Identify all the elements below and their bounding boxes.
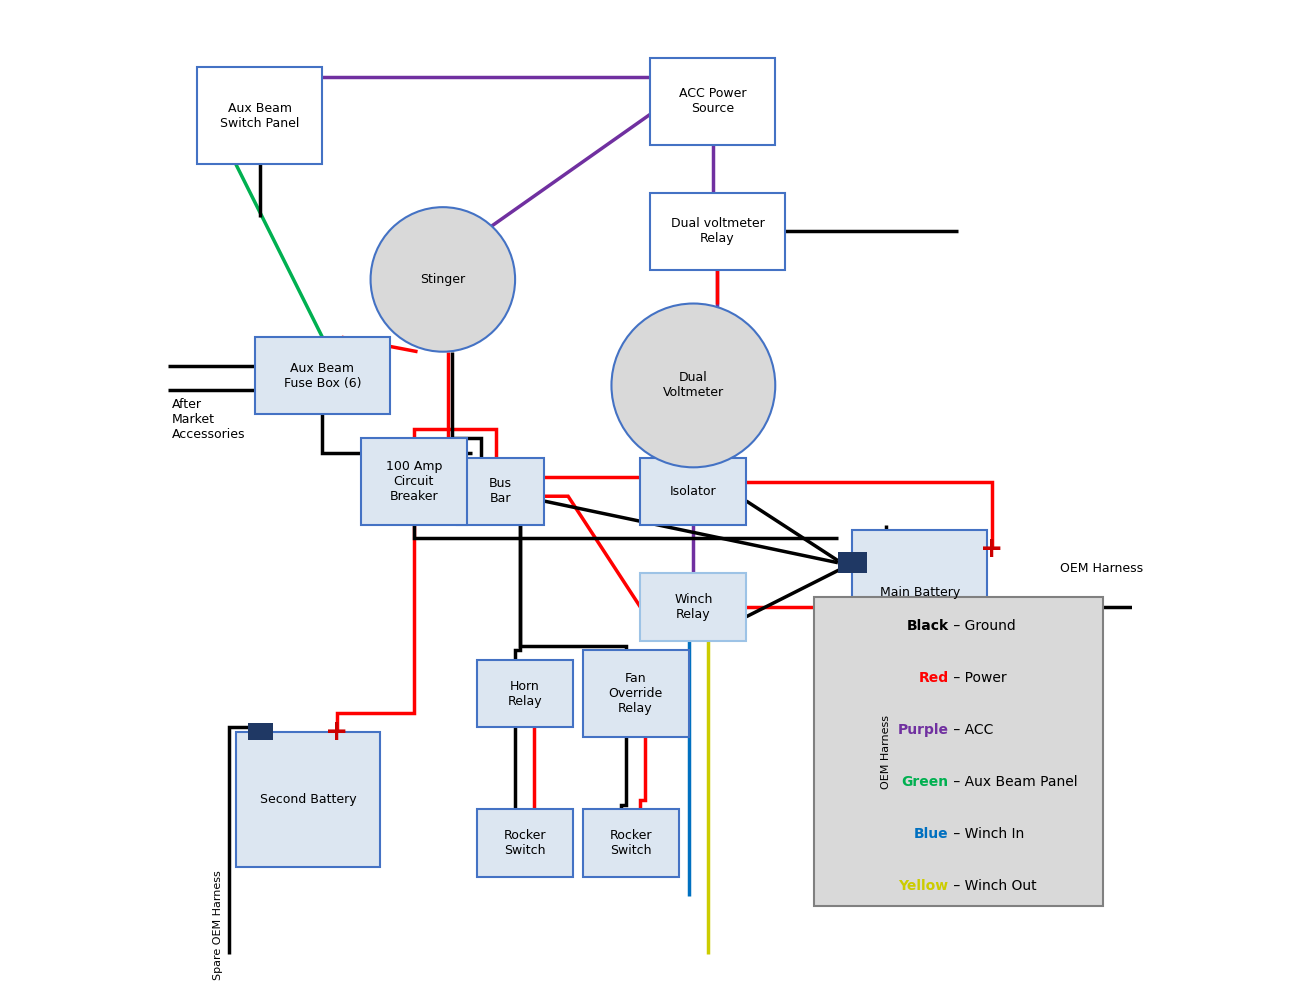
Text: Black: Black — [906, 619, 949, 633]
Text: Aux Beam
Switch Panel: Aux Beam Switch Panel — [220, 102, 299, 129]
Text: – Ground: – Ground — [949, 619, 1015, 633]
Text: +: + — [980, 535, 1004, 563]
Text: Blue: Blue — [914, 827, 949, 842]
FancyBboxPatch shape — [361, 439, 467, 526]
FancyBboxPatch shape — [477, 660, 573, 727]
FancyBboxPatch shape — [198, 67, 322, 164]
FancyBboxPatch shape — [477, 809, 573, 876]
FancyBboxPatch shape — [255, 337, 390, 414]
Text: Purple: Purple — [898, 723, 949, 737]
Text: Bus
Bar: Bus Bar — [489, 477, 512, 506]
FancyBboxPatch shape — [235, 732, 380, 867]
FancyBboxPatch shape — [838, 552, 867, 573]
FancyBboxPatch shape — [248, 722, 273, 740]
FancyBboxPatch shape — [582, 650, 689, 737]
Circle shape — [370, 207, 515, 352]
Text: Green: Green — [902, 776, 949, 789]
Text: Aux Beam
Fuse Box (6): Aux Beam Fuse Box (6) — [283, 362, 361, 390]
Text: – Winch Out: – Winch Out — [949, 879, 1036, 893]
FancyBboxPatch shape — [248, 722, 273, 740]
Text: ACC Power
Source: ACC Power Source — [679, 87, 746, 116]
Text: – Winch In: – Winch In — [949, 827, 1024, 842]
FancyBboxPatch shape — [582, 809, 679, 876]
Text: – Aux Beam Panel: – Aux Beam Panel — [949, 776, 1078, 789]
Text: Stinger: Stinger — [420, 273, 465, 286]
Text: Spare OEM Harness: Spare OEM Harness — [213, 870, 224, 980]
Text: Isolator: Isolator — [670, 485, 716, 498]
Text: – Power: – Power — [949, 671, 1006, 686]
Text: Main Battery: Main Battery — [880, 586, 959, 599]
Text: – ACC: – ACC — [949, 723, 993, 737]
Text: Second Battery: Second Battery — [260, 793, 356, 806]
FancyBboxPatch shape — [838, 552, 867, 573]
Text: +: + — [325, 718, 348, 746]
FancyBboxPatch shape — [853, 530, 987, 655]
Text: 100 Amp
Circuit
Breaker: 100 Amp Circuit Breaker — [386, 460, 442, 503]
FancyBboxPatch shape — [458, 457, 543, 526]
FancyBboxPatch shape — [650, 193, 785, 270]
FancyBboxPatch shape — [814, 598, 1102, 906]
Text: Dual voltmeter
Relay: Dual voltmeter Relay — [671, 217, 764, 245]
Text: Rocker
Switch: Rocker Switch — [503, 829, 546, 858]
Text: OEM Harness: OEM Harness — [881, 714, 891, 788]
Text: Yellow: Yellow — [898, 879, 949, 893]
Text: Rocker
Switch: Rocker Switch — [610, 829, 653, 858]
Text: Dual
Voltmeter: Dual Voltmeter — [663, 371, 724, 399]
Text: Red: Red — [919, 671, 949, 686]
Text: Fan
Override
Relay: Fan Override Relay — [608, 672, 663, 715]
Text: After
Market
Accessories: After Market Accessories — [172, 397, 246, 441]
Text: Winch
Relay: Winch Relay — [675, 593, 712, 621]
Circle shape — [611, 303, 775, 467]
FancyBboxPatch shape — [641, 457, 746, 526]
Text: Horn
Relay: Horn Relay — [507, 680, 542, 707]
FancyBboxPatch shape — [641, 573, 746, 641]
Text: OEM Harness: OEM Harness — [1060, 562, 1143, 575]
FancyBboxPatch shape — [650, 58, 775, 144]
